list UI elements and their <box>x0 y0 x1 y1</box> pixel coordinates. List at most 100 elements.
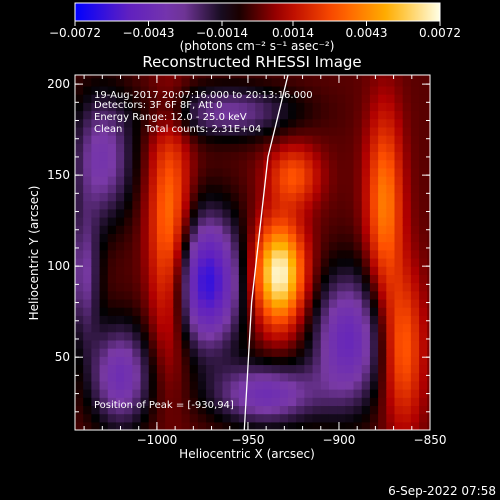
heatmap-cell <box>304 421 314 430</box>
heatmap-cell <box>148 413 158 423</box>
heatmap-cell <box>263 348 273 357</box>
heatmap-cell <box>165 249 174 259</box>
heatmap-cell <box>222 225 232 234</box>
heatmap-cell <box>214 225 224 234</box>
heatmap-cell <box>91 217 101 226</box>
heatmap-cell <box>83 184 92 194</box>
heatmap-cell <box>99 200 109 210</box>
heatmap-cell <box>115 184 125 194</box>
heatmap-cell <box>263 167 273 177</box>
heatmap-cell <box>189 372 199 382</box>
heatmap-cell <box>255 274 265 284</box>
heatmap-cell <box>107 257 117 267</box>
heatmap-cell <box>115 339 125 349</box>
heatmap-cell <box>173 348 183 357</box>
heatmap-cell <box>345 241 355 251</box>
heatmap-cell <box>394 143 404 153</box>
heatmap-cell <box>140 323 150 333</box>
heatmap-cell <box>173 75 183 79</box>
heatmap-cell <box>410 266 420 275</box>
heatmap-cell <box>304 348 314 357</box>
heatmap-cell <box>394 217 404 226</box>
heatmap-cell <box>255 323 265 333</box>
heatmap-cell <box>173 331 183 341</box>
heatmap-cell <box>304 413 314 423</box>
heatmap-cell <box>296 364 305 374</box>
heatmap-cell <box>312 389 322 398</box>
heatmap-cell <box>263 208 273 218</box>
heatmap-cell <box>247 389 256 398</box>
heatmap-cell <box>263 339 273 349</box>
heatmap-cell <box>345 282 355 292</box>
heatmap-cell <box>132 364 142 374</box>
heatmap-cell <box>165 110 174 120</box>
heatmap-cell <box>353 241 363 251</box>
heatmap-cell <box>328 389 338 398</box>
heatmap-cell <box>369 118 379 128</box>
heatmap-cell <box>132 356 142 366</box>
heatmap-cell <box>214 167 224 177</box>
heatmap-cell <box>279 159 289 169</box>
heatmap-cell <box>148 102 158 112</box>
heatmap-cell <box>353 200 363 210</box>
heatmap-cell <box>288 380 297 390</box>
heatmap-cell <box>320 135 330 144</box>
heatmap-cell <box>91 192 101 202</box>
heatmap-cell <box>419 110 428 120</box>
heatmap-cell <box>230 257 240 267</box>
heatmap-cell <box>419 94 428 103</box>
heatmap-cell <box>238 135 248 144</box>
heatmap-cell <box>410 85 420 95</box>
heatmap-cell <box>263 290 273 300</box>
heatmap-cell <box>156 323 166 333</box>
heatmap-cell <box>206 380 215 390</box>
heatmap-cell <box>165 266 174 275</box>
heatmap-cell <box>173 159 183 169</box>
heatmap-cell <box>328 233 338 243</box>
heatmap-cell <box>124 159 133 169</box>
heatmap-cell <box>320 421 330 430</box>
heatmap-cell <box>115 298 125 308</box>
heatmap-cell <box>230 282 240 292</box>
heatmap-cell <box>378 143 387 153</box>
heatmap-cell <box>361 405 371 415</box>
heatmap-cell <box>173 176 183 185</box>
heatmap-cell <box>312 331 322 341</box>
heatmap-cell <box>337 102 346 112</box>
heatmap-cell <box>304 249 314 259</box>
heatmap-cell <box>361 110 371 120</box>
heatmap-cell <box>107 85 117 95</box>
heatmap-cell <box>345 421 355 430</box>
heatmap-cell <box>238 233 248 243</box>
heatmap-cell <box>115 94 125 103</box>
heatmap-cell <box>320 372 330 382</box>
heatmap-cell <box>115 266 125 275</box>
heatmap-cell <box>156 135 166 144</box>
heatmap-cell <box>369 192 379 202</box>
heatmap-cell <box>427 217 430 226</box>
heatmap-cell <box>419 323 428 333</box>
heatmap-cell <box>369 339 379 349</box>
heatmap-cell <box>386 126 396 136</box>
heatmap-cell <box>288 118 297 128</box>
heatmap-cell <box>115 233 125 243</box>
heatmap-cell <box>288 405 297 415</box>
heatmap-cell <box>107 339 117 349</box>
heatmap-cell <box>148 143 158 153</box>
heatmap-cell <box>165 307 174 316</box>
heatmap-cell <box>222 135 232 144</box>
heatmap-cell <box>132 389 142 398</box>
heatmap-cell <box>75 167 84 177</box>
heatmap-cell <box>255 192 265 202</box>
heatmap-cell <box>156 249 166 259</box>
heatmap-cell <box>263 126 273 136</box>
heatmap-cell <box>238 126 248 136</box>
heatmap-cell <box>247 184 256 194</box>
heatmap-cell <box>312 413 322 423</box>
heatmap-cell <box>230 298 240 308</box>
heatmap-cell <box>124 102 133 112</box>
heatmap-cell <box>345 85 355 95</box>
heatmap-cell <box>312 249 322 259</box>
heatmap-cell <box>337 339 346 349</box>
heatmap-cell <box>378 151 387 161</box>
